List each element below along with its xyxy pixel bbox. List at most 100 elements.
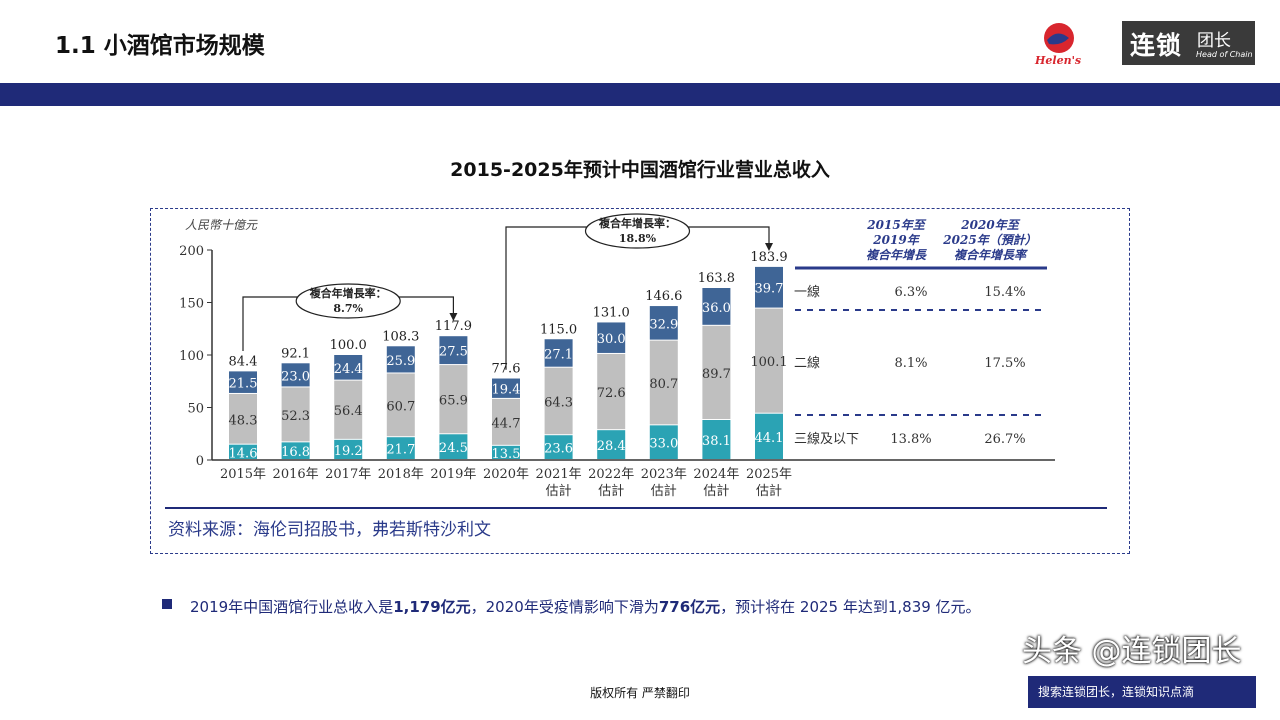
y-tick-label: 150 bbox=[179, 297, 204, 312]
table-value: 26.7% bbox=[984, 432, 1025, 447]
source-divider bbox=[165, 507, 1107, 509]
bar-segment-tier2 bbox=[386, 373, 415, 437]
x-tick-label: 2022年 bbox=[588, 467, 634, 482]
logo-en-text: Head of Chain bbox=[1196, 50, 1253, 59]
bar-segment-tier2 bbox=[334, 380, 363, 439]
source-text: 资料来源：海伦司招股书，弗若斯特沙利文 bbox=[168, 520, 491, 540]
bar-segment-tier3 bbox=[702, 419, 731, 459]
x-tick-label: 2023年 bbox=[641, 467, 687, 482]
bar-segment-tier1 bbox=[649, 306, 678, 340]
x-tick-label: 2025年 bbox=[746, 467, 792, 482]
data-label: 13.5 bbox=[492, 447, 521, 462]
bar-segment-tier1 bbox=[386, 346, 415, 373]
data-label: 19.2 bbox=[334, 444, 363, 459]
data-label: 64.3 bbox=[544, 395, 573, 410]
table-value: 17.5% bbox=[984, 356, 1025, 371]
chart-title: 2015-2025年预计中国酒馆行业营业总收入 bbox=[450, 159, 830, 181]
bar-segment-tier2 bbox=[649, 340, 678, 425]
bar-segment-tier2 bbox=[755, 308, 783, 413]
arrow-icon bbox=[449, 313, 458, 321]
x-tick-label: 2019年 bbox=[430, 467, 476, 482]
data-label: 25.9 bbox=[386, 354, 415, 369]
bar-segment-tier3 bbox=[649, 425, 678, 459]
total-label: 163.8 bbox=[698, 271, 735, 286]
total-label: 131.0 bbox=[593, 305, 630, 320]
table-header: 複合年增長 bbox=[866, 248, 927, 262]
bar-segment-tier2 bbox=[229, 393, 257, 444]
x-tick-label: 估計 bbox=[598, 483, 624, 499]
cagr-label: 複合年增長率： bbox=[598, 216, 676, 230]
data-label: 27.5 bbox=[439, 345, 468, 360]
data-label: 65.9 bbox=[439, 394, 468, 409]
page-title: 1.1 小酒馆市场规模 bbox=[55, 33, 265, 59]
total-label: 100.0 bbox=[330, 338, 367, 353]
watermark-text: 头条 @连锁团长 bbox=[1022, 634, 1242, 669]
data-label: 60.7 bbox=[386, 399, 415, 414]
data-label: 27.1 bbox=[544, 347, 573, 362]
x-tick-label: 2016年 bbox=[273, 467, 319, 482]
bullet-icon bbox=[162, 599, 172, 609]
bar-segment-tier3 bbox=[492, 445, 520, 459]
data-label: 80.7 bbox=[649, 377, 678, 392]
x-tick-label: 2015年 bbox=[220, 467, 266, 482]
table-header: 2020年至 bbox=[960, 218, 1020, 232]
watermark-band bbox=[1028, 676, 1256, 708]
watermark-sub: 搜索连锁团长，连锁知识点滴 bbox=[1038, 685, 1195, 699]
table-value: 6.3% bbox=[894, 285, 927, 300]
arrow-icon bbox=[765, 243, 773, 251]
head-of-chain-logo: 连锁 团长 Head of Chain bbox=[1122, 21, 1255, 65]
data-label: 30.0 bbox=[597, 332, 626, 347]
bar-segment-tier1 bbox=[334, 355, 363, 380]
data-label: 23.0 bbox=[281, 369, 310, 384]
cagr-bubble bbox=[584, 213, 691, 249]
bar-segment-tier1 bbox=[281, 363, 310, 387]
cagr-value: 18.8% bbox=[619, 232, 657, 245]
x-tick-label: 2018年 bbox=[378, 467, 424, 482]
data-label: 19.4 bbox=[492, 383, 521, 398]
bar-segment-tier2 bbox=[702, 325, 731, 419]
data-label: 21.5 bbox=[229, 377, 258, 392]
x-tick-label: 2020年 bbox=[483, 467, 529, 482]
note-highlight: 1,179亿元 bbox=[393, 598, 471, 616]
x-tick-label: 2024年 bbox=[693, 467, 739, 482]
copyright-footer: 版权所有 严禁翻印 bbox=[590, 686, 690, 700]
data-label: 24.4 bbox=[334, 362, 363, 377]
logo-main-text: 连锁 bbox=[1130, 31, 1183, 60]
bar-segment-tier3 bbox=[334, 439, 363, 459]
helens-logo-graphic: Helen's bbox=[1034, 23, 1081, 67]
bar-segment-tier3 bbox=[281, 442, 310, 459]
bar-segment-tier1 bbox=[229, 371, 257, 393]
table-value: 8.1% bbox=[894, 356, 927, 371]
data-label: 36.0 bbox=[702, 301, 731, 316]
x-tick-label: 2021年 bbox=[536, 467, 582, 482]
note-text: ，预计将在 2025 年达到1,839 亿元。 bbox=[720, 598, 981, 616]
table-value: 15.4% bbox=[984, 285, 1025, 300]
table-header: 2015年至 bbox=[866, 218, 926, 232]
bar-segment-tier2 bbox=[544, 367, 573, 435]
data-label: 28.4 bbox=[597, 439, 626, 454]
y-axis-label: 人民幣十億元 bbox=[185, 218, 258, 232]
table-header: 2025年（預計） bbox=[942, 233, 1036, 247]
x-tick-label: 2017年 bbox=[325, 467, 371, 482]
data-label: 14.6 bbox=[229, 446, 258, 461]
note-highlight: 776亿元 bbox=[658, 598, 721, 616]
svg-text:Helen's: Helen's bbox=[1034, 54, 1081, 67]
x-tick-label: 估計 bbox=[756, 483, 782, 499]
header-band bbox=[0, 83, 1280, 106]
bar-segment-tier1 bbox=[702, 288, 731, 325]
data-label: 21.7 bbox=[386, 443, 415, 458]
table-tier-label: 一線 bbox=[794, 284, 820, 300]
data-label: 16.8 bbox=[281, 445, 310, 460]
note-text: ，2020年受疫情影响下滑为 bbox=[470, 598, 659, 616]
bar-segment-tier1 bbox=[492, 378, 520, 398]
bar-segment-tier2 bbox=[439, 365, 468, 434]
bar-segment-tier1 bbox=[544, 339, 573, 367]
total-label: 117.9 bbox=[435, 319, 472, 334]
bar-segment-tier3 bbox=[229, 444, 257, 459]
note-text: 2019年中国酒馆行业总收入是 bbox=[190, 598, 394, 616]
data-label: 48.3 bbox=[229, 413, 258, 428]
total-label: 108.3 bbox=[382, 329, 419, 344]
bar-segment-tier1 bbox=[597, 322, 626, 353]
bar-segment-tier3 bbox=[544, 435, 573, 459]
